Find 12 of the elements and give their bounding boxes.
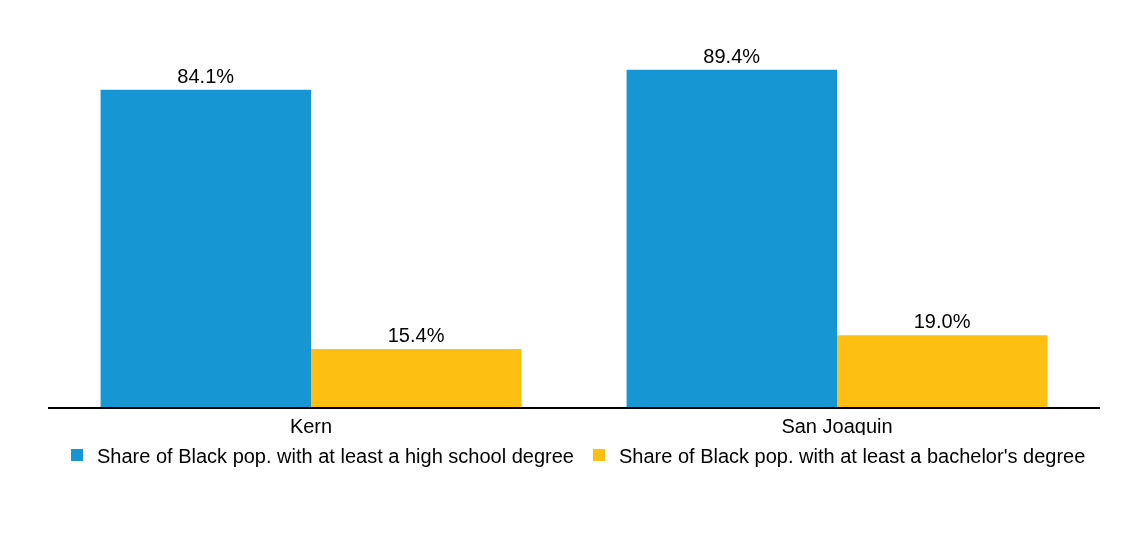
- bar: [100, 89, 311, 407]
- data-label: 15.4%: [387, 323, 445, 346]
- bar: [626, 69, 837, 407]
- x-tick-label: Kern: [289, 415, 333, 437]
- bar: [311, 348, 522, 407]
- data-label: 19.0%: [913, 310, 971, 333]
- legend-label: Share of Black pop. with at least a high school degree: [97, 444, 574, 467]
- bar: [837, 335, 1048, 407]
- legend-label: Share of Black pop. with at least a bachelor's degree: [618, 444, 1086, 467]
- data-label: 89.4%: [703, 44, 761, 67]
- data-label: 84.1%: [177, 64, 235, 87]
- x-tick-label: San Joaquin: [781, 415, 893, 437]
